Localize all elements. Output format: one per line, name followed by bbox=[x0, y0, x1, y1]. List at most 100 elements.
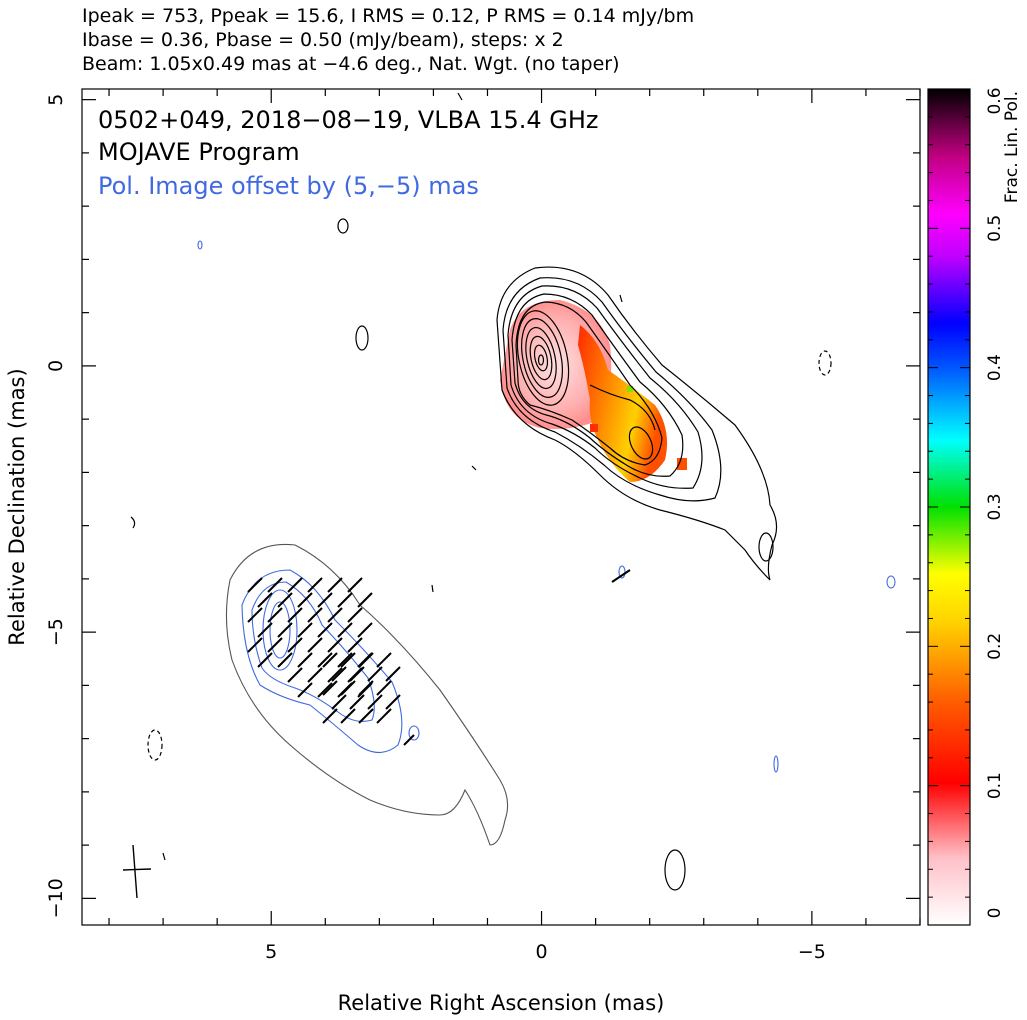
evpa-vector bbox=[347, 607, 363, 623]
evpa-vector bbox=[327, 607, 343, 623]
contour-i-10 bbox=[533, 344, 549, 372]
jet-knot-contour bbox=[628, 426, 654, 460]
evpa-vector bbox=[307, 577, 323, 593]
evpa-vectors bbox=[247, 569, 631, 746]
isolated-contour bbox=[130, 516, 136, 529]
x-tick-label: −5 bbox=[798, 941, 826, 963]
evpa-vector bbox=[277, 592, 293, 608]
evpa-vector bbox=[277, 622, 293, 638]
evpa-vector bbox=[385, 666, 401, 682]
evpa-vector bbox=[349, 666, 365, 682]
pol-contour bbox=[197, 240, 203, 250]
evpa-vector bbox=[358, 708, 374, 724]
beam-ellipse bbox=[122, 844, 152, 899]
plot-frame bbox=[81, 88, 921, 926]
colorbar-tick-label: 0.1 bbox=[985, 772, 1005, 799]
plot-content bbox=[122, 92, 896, 899]
contour-i-1 bbox=[496, 266, 778, 581]
colorbar-label: Frac. Lin. Pol. bbox=[1002, 91, 1022, 203]
pol-contour bbox=[773, 755, 779, 773]
chart-subtitle: MOJAVE Program bbox=[98, 138, 300, 166]
colorbar-tick-label: 0.2 bbox=[985, 633, 1005, 660]
evpa-vector bbox=[331, 694, 347, 710]
contour-i-7 bbox=[521, 318, 563, 398]
header-line-2: Ibase = 0.36, Pbase = 0.50 (mJy/beam), s… bbox=[82, 29, 564, 51]
isolated-contour bbox=[337, 218, 349, 234]
frac-pol-pixel bbox=[590, 424, 598, 432]
evpa-vector bbox=[331, 666, 347, 682]
evpa-vector bbox=[337, 592, 353, 608]
evpa-vector bbox=[340, 652, 356, 668]
evpa-vector bbox=[347, 577, 363, 593]
isolated-contour bbox=[457, 92, 463, 101]
evpa-vector bbox=[337, 652, 353, 668]
evpa-vector bbox=[247, 637, 263, 653]
evpa-vector bbox=[277, 652, 293, 668]
colorbar-ticks: 0 0.1 0.2 0.3 0.4 0.5 0.6 bbox=[928, 87, 1005, 926]
header-line-1: Ipeak = 753, Ppeak = 15.6, I RMS = 0.12,… bbox=[82, 5, 694, 27]
evpa-vector bbox=[340, 708, 356, 724]
evpa-vector bbox=[307, 667, 323, 683]
evpa-vector bbox=[267, 637, 283, 653]
evpa-vector bbox=[349, 694, 365, 710]
pol-contour bbox=[618, 565, 626, 579]
y-axis-label: Relative Declination (mas) bbox=[5, 368, 29, 645]
stokes-i-contours bbox=[130, 92, 832, 891]
contour-i-8 bbox=[525, 326, 557, 390]
contour-i-11 bbox=[537, 354, 545, 366]
evpa-vector bbox=[358, 652, 374, 668]
evpa-vector bbox=[385, 694, 401, 710]
evpa-vector bbox=[287, 607, 303, 623]
evpa-vector bbox=[247, 607, 263, 623]
evpa-vector bbox=[376, 680, 392, 696]
colorbar-tick-label: 0.4 bbox=[985, 354, 1005, 381]
evpa-vector bbox=[357, 592, 373, 608]
evpa-vector bbox=[297, 622, 313, 638]
contour-i-6 bbox=[516, 310, 570, 406]
evpa-vector bbox=[357, 622, 373, 638]
evpa-vector bbox=[257, 592, 273, 608]
contour-i-5 bbox=[515, 301, 663, 466]
evpa-vector bbox=[322, 708, 338, 724]
isolated-contour bbox=[471, 465, 477, 471]
evpa-vector bbox=[611, 569, 631, 583]
evpa-vector bbox=[367, 694, 383, 710]
evpa-vector bbox=[337, 622, 353, 638]
evpa-vector bbox=[317, 682, 333, 698]
evpa-vector bbox=[267, 607, 283, 623]
pol-contour bbox=[886, 575, 896, 589]
x-axis-label: Relative Right Ascension (mas) bbox=[338, 991, 665, 1015]
pol-contour bbox=[269, 601, 291, 659]
evpa-vector bbox=[257, 652, 273, 668]
contour-i-2 bbox=[502, 277, 722, 502]
y-tick-label: −10 bbox=[45, 878, 67, 918]
isolated-contour bbox=[758, 532, 774, 562]
y-axis-ticks: 5 0 −5 −10 bbox=[45, 94, 920, 918]
colorbar-tick-label: 0.6 bbox=[985, 87, 1005, 114]
evpa-vector bbox=[358, 680, 374, 696]
pol-offset-annotation: Pol. Image offset by (5,−5) mas bbox=[98, 172, 479, 200]
evpa-vector bbox=[307, 637, 323, 653]
negative-contour bbox=[147, 729, 163, 761]
evpa-vector bbox=[322, 680, 338, 696]
evpa-vector bbox=[367, 666, 383, 682]
colorbar-tick-label: 0 bbox=[985, 908, 1005, 919]
frac-pol-pixel bbox=[677, 458, 687, 470]
evpa-vector bbox=[287, 637, 303, 653]
evpa-vector bbox=[376, 708, 392, 724]
contour-i-3 bbox=[507, 285, 703, 489]
evpa-vector bbox=[297, 682, 313, 698]
pol-contour bbox=[251, 581, 375, 722]
isolated-contour bbox=[431, 584, 434, 593]
pol-contour bbox=[262, 589, 298, 671]
chart-title: 0502+049, 2018−08−19, VLBA 15.4 GHz bbox=[98, 106, 599, 134]
x-axis-ticks: 5 0 −5 bbox=[108, 89, 921, 963]
evpa-vector bbox=[287, 577, 303, 593]
x-tick-label: 0 bbox=[536, 941, 548, 963]
evpa-vector bbox=[297, 652, 313, 668]
evpa-vector bbox=[247, 577, 263, 593]
evpa-vector bbox=[347, 637, 363, 653]
isolated-contour bbox=[664, 849, 686, 891]
isolated-contour bbox=[619, 294, 623, 303]
evpa-vector bbox=[327, 667, 343, 683]
